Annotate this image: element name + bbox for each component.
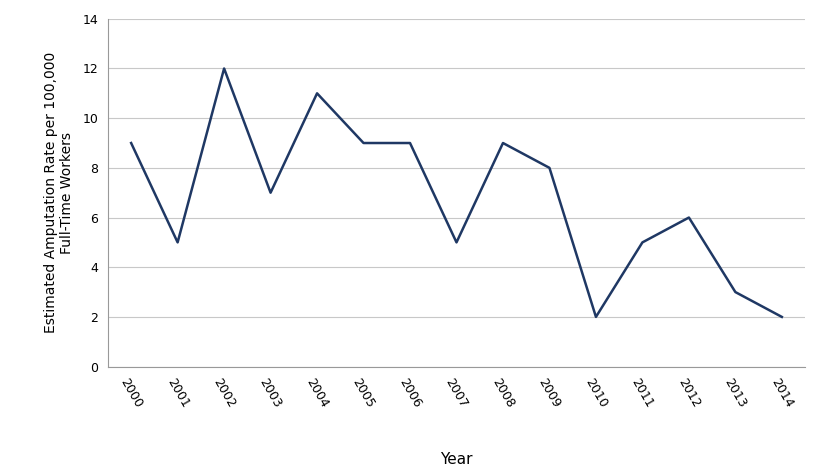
Y-axis label: Estimated Amputation Rate per 100,000
Full-Time Workers: Estimated Amputation Rate per 100,000 Fu… xyxy=(44,52,74,333)
X-axis label: Year: Year xyxy=(440,452,473,467)
